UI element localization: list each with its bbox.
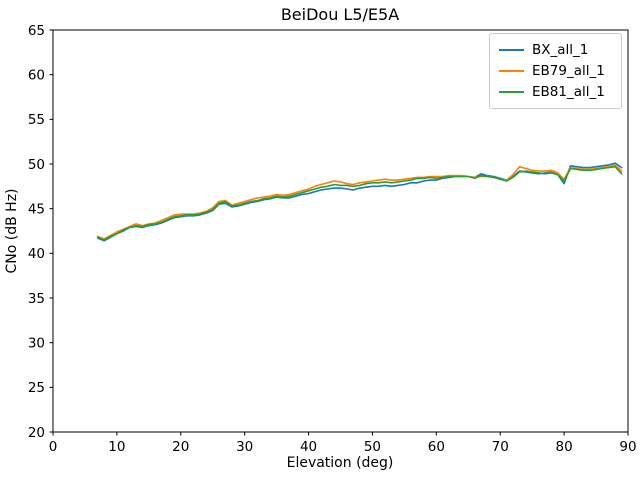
legend-label: EB81_all_1 (532, 84, 605, 101)
x-tick-label: 40 (300, 439, 317, 455)
x-tick-label: 50 (364, 439, 381, 455)
legend-entry: EB79_all_1 (499, 63, 612, 79)
legend-entry: BX_all_1 (499, 42, 612, 58)
y-tick-label: 20 (28, 425, 45, 441)
y-tick-label: 30 (28, 335, 45, 351)
series-line-EB81_all_1 (96, 165, 623, 241)
y-tick-label: 50 (28, 157, 45, 173)
legend-line-sample-green (499, 91, 524, 94)
y-axis-label: CNo (dB Hz) (4, 188, 20, 273)
x-tick-label: 30 (236, 439, 253, 455)
legend-label: EB79_all_1 (532, 62, 605, 79)
x-tick-label: 20 (172, 439, 189, 455)
series-line-EB79_all_1 (96, 164, 623, 240)
series-line-BX_all_1 (96, 162, 623, 242)
x-tick-label: 80 (556, 439, 573, 455)
x-tick-label: 0 (49, 439, 58, 455)
legend-line-sample-blue (499, 48, 524, 51)
x-tick-label: 90 (619, 439, 636, 455)
legend-entry: EB81_all_1 (499, 84, 612, 100)
chart-title: BeiDou L5/E5A (281, 5, 399, 24)
x-axis-label: Elevation (deg) (287, 455, 394, 471)
y-tick-label: 65 (28, 23, 45, 39)
legend-label: BX_all_1 (532, 41, 589, 58)
y-tick-label: 35 (28, 291, 45, 307)
plot-spines (52, 29, 629, 433)
y-tick-label: 55 (28, 112, 45, 128)
y-tick-label: 40 (28, 246, 45, 262)
x-tick-label: 10 (108, 439, 125, 455)
series-lines (96, 162, 623, 242)
axes-layer: 0 10 20 30 40 50 60 70 80 90 20 25 30 35 40 45 50 55 60 65 (28, 23, 637, 455)
x-tick-label: 60 (428, 439, 445, 455)
legend-line-sample-orange (499, 69, 524, 72)
y-tick-label: 25 (28, 380, 45, 396)
y-tick-label: 45 (28, 201, 45, 217)
y-tick-label: 60 (28, 67, 45, 83)
x-tick-label: 70 (492, 439, 509, 455)
legend: BX_all_1 EB79_all_1 EB81_all_1 (489, 33, 622, 109)
